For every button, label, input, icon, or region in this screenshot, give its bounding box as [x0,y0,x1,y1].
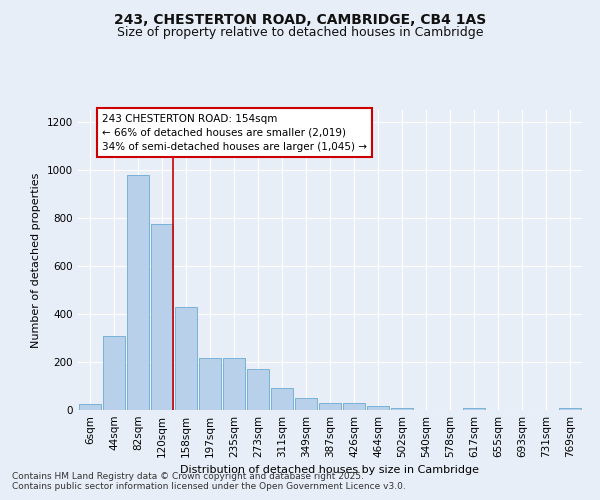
Bar [319,403,341,410]
X-axis label: Distribution of detached houses by size in Cambridge: Distribution of detached houses by size … [181,466,479,475]
Text: Contains HM Land Registry data © Crown copyright and database right 2025.: Contains HM Land Registry data © Crown c… [12,472,364,481]
Bar [367,406,389,410]
Bar [247,369,269,410]
Bar [343,403,365,410]
Bar [559,408,581,410]
Bar [463,408,485,410]
Bar [271,388,293,410]
Y-axis label: Number of detached properties: Number of detached properties [31,172,41,348]
Bar [223,358,245,410]
Bar [127,175,149,410]
Text: Contains public sector information licensed under the Open Government Licence v3: Contains public sector information licen… [12,482,406,491]
Text: Size of property relative to detached houses in Cambridge: Size of property relative to detached ho… [117,26,483,39]
Bar [103,336,125,410]
Bar [199,358,221,410]
Bar [175,307,197,410]
Bar [151,224,173,410]
Text: 243, CHESTERTON ROAD, CAMBRIDGE, CB4 1AS: 243, CHESTERTON ROAD, CAMBRIDGE, CB4 1AS [114,12,486,26]
Bar [391,408,413,410]
Bar [295,398,317,410]
Bar [79,404,101,410]
Text: 243 CHESTERTON ROAD: 154sqm
← 66% of detached houses are smaller (2,019)
34% of : 243 CHESTERTON ROAD: 154sqm ← 66% of det… [102,114,367,152]
